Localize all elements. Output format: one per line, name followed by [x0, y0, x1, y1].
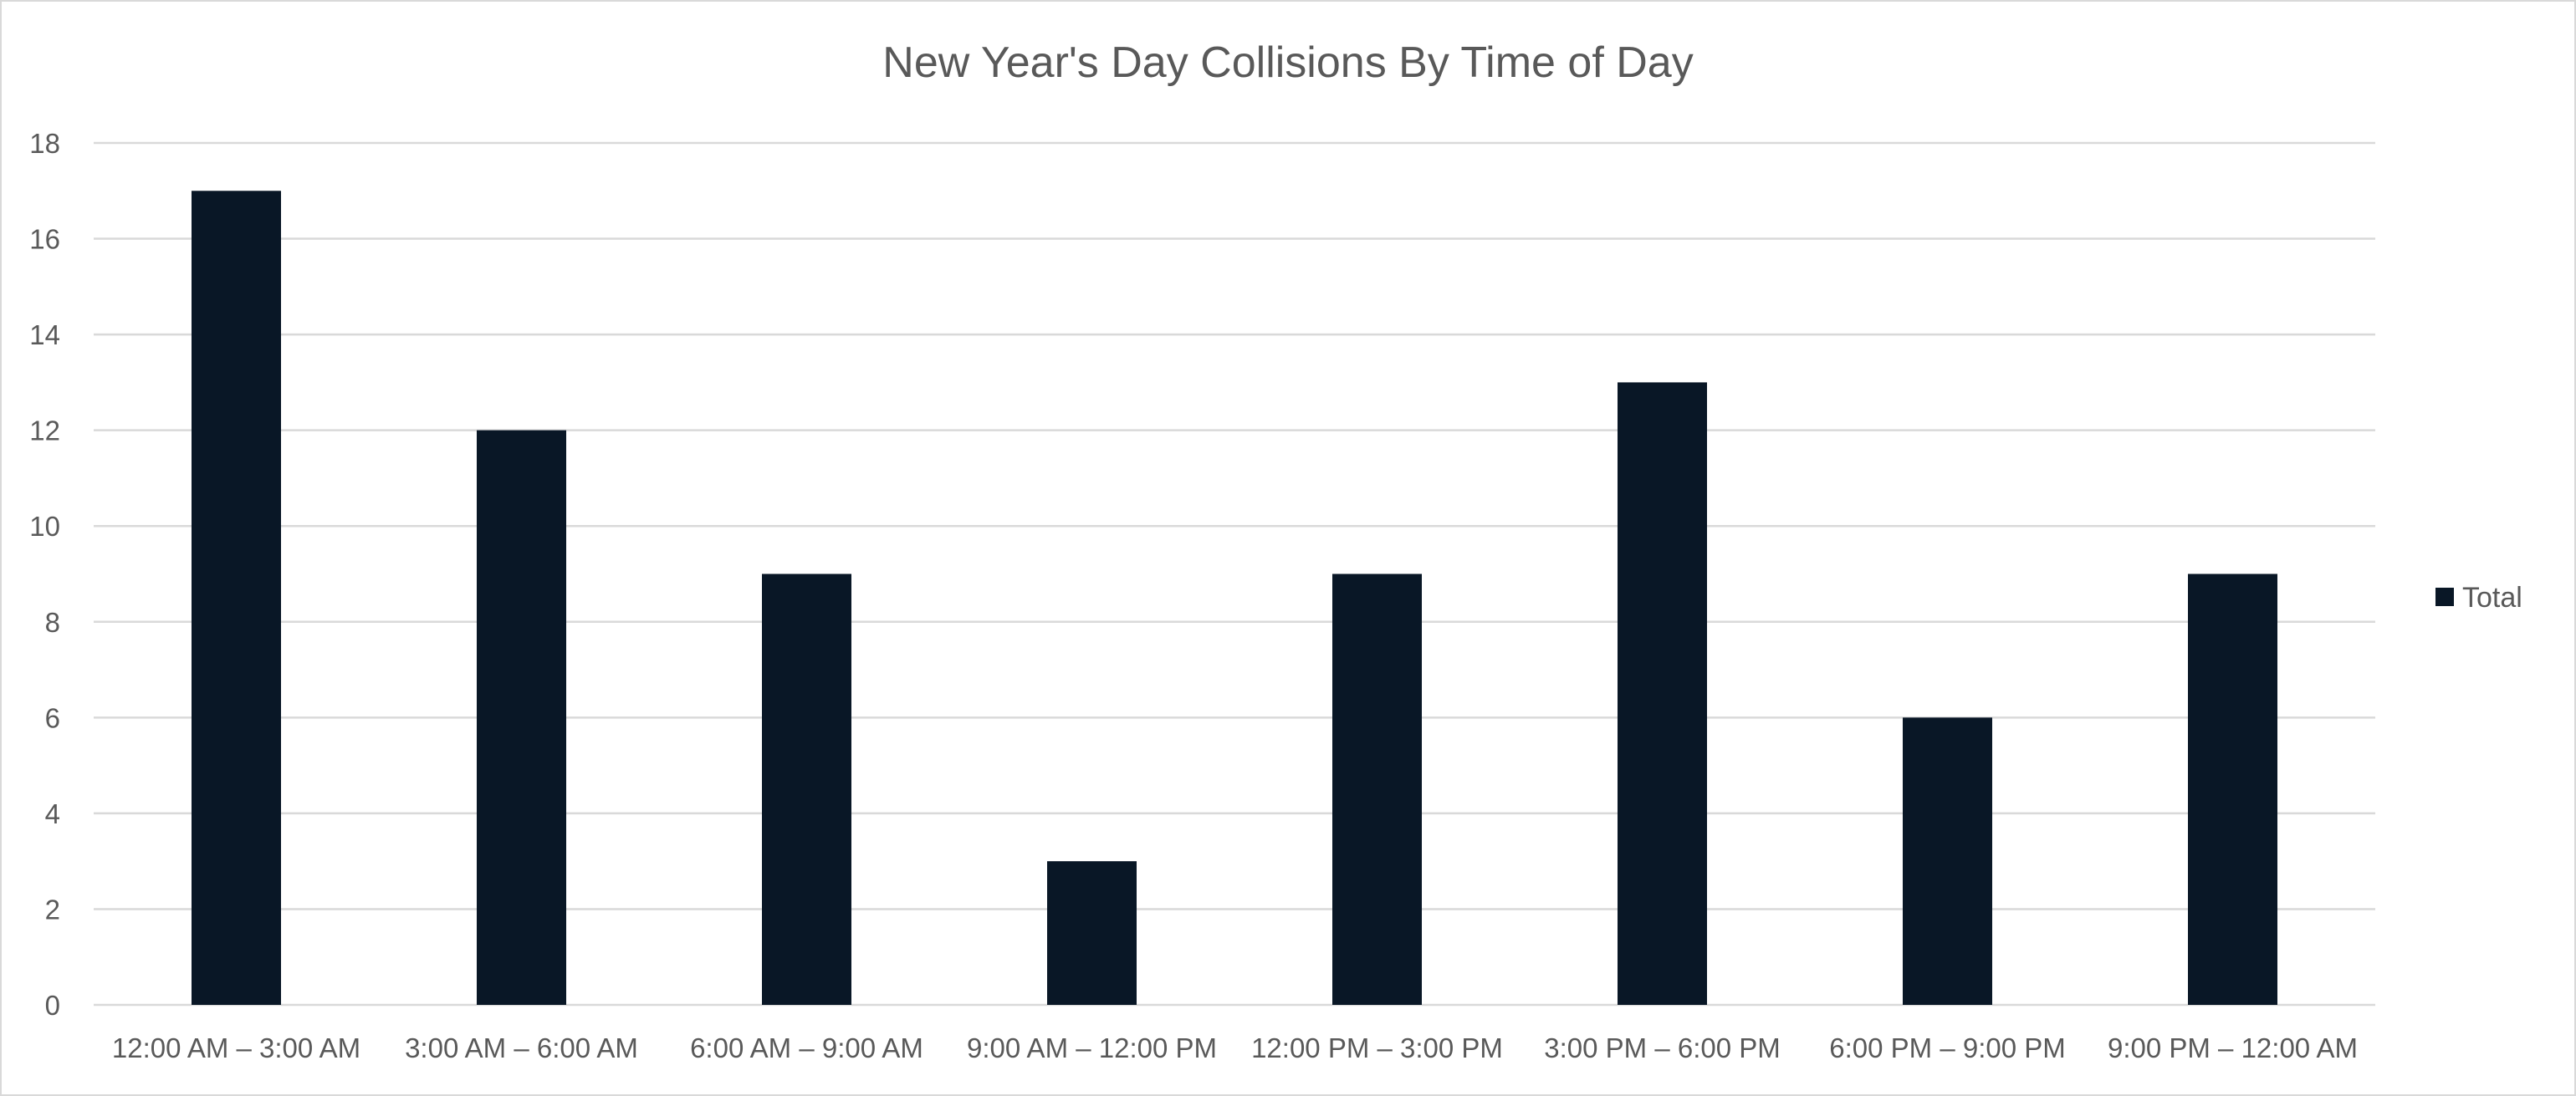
- bar: [477, 430, 566, 1005]
- y-tick-label: 2: [45, 894, 60, 925]
- y-tick-label: 12: [29, 415, 60, 446]
- y-tick-label: 16: [29, 224, 60, 255]
- x-axis: 12:00 AM – 3:00 AM 3:00 AM – 6:00 AM 6:00 …: [112, 1032, 2358, 1063]
- x-tick-label: 6:00 PM – 9:00 PM: [1829, 1032, 2065, 1063]
- chart-title: New Year's Day Collisions By Time of Day: [882, 38, 1693, 87]
- legend-label: Total: [2462, 582, 2522, 614]
- bar: [1618, 382, 1707, 1005]
- y-tick-label: 10: [29, 511, 60, 542]
- x-tick-label: 12:00 PM – 3:00 PM: [1251, 1032, 1503, 1063]
- legend: Total: [2435, 582, 2522, 614]
- y-tick-label: 6: [45, 702, 60, 733]
- bar: [762, 573, 851, 1005]
- x-tick-label: 6:00 AM – 9:00 AM: [690, 1032, 923, 1063]
- x-tick-label: 9:00 AM – 12:00 PM: [967, 1032, 1217, 1063]
- bars: [192, 191, 2277, 1005]
- x-tick-label: 3:00 PM – 6:00 PM: [1544, 1032, 1780, 1063]
- y-axis: 0 2 4 6 8 10 12 14 16 18: [29, 128, 60, 1021]
- x-tick-label: 9:00 PM – 12:00 AM: [2108, 1032, 2358, 1063]
- y-tick-label: 14: [29, 319, 60, 350]
- x-tick-label: 3:00 AM – 6:00 AM: [405, 1032, 638, 1063]
- legend-swatch: [2435, 588, 2454, 606]
- bar: [1332, 573, 1422, 1005]
- y-tick-label: 0: [45, 990, 60, 1021]
- y-tick-label: 18: [29, 128, 60, 159]
- bar: [1903, 717, 1992, 1005]
- x-tick-label: 12:00 AM – 3:00 AM: [112, 1032, 360, 1063]
- y-tick-label: 4: [45, 798, 60, 829]
- bar: [1047, 861, 1137, 1005]
- gridlines: [94, 141, 2375, 1007]
- bar: [2188, 573, 2277, 1005]
- y-tick-label: 8: [45, 607, 60, 638]
- bar: [192, 191, 281, 1005]
